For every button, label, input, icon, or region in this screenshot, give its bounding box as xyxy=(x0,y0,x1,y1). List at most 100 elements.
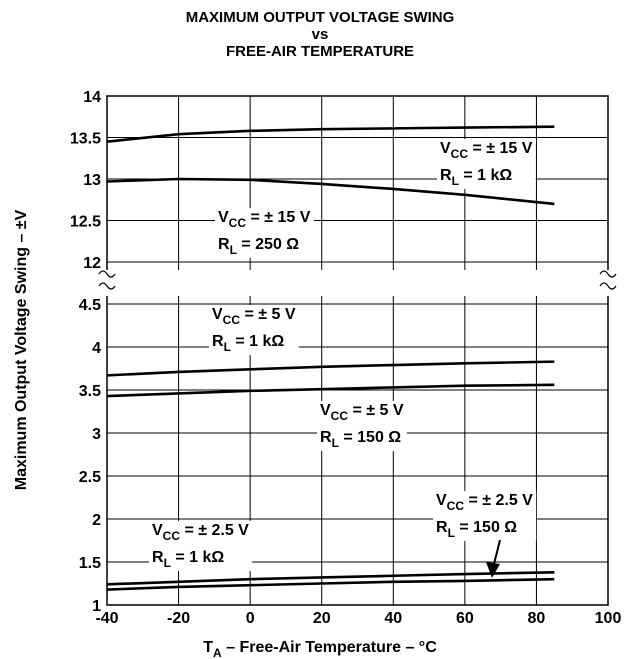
x-tick-label: 40 xyxy=(384,610,402,627)
series-label-text-main: R xyxy=(436,519,448,536)
series-label-text-sub: L xyxy=(224,340,231,354)
break-mark xyxy=(98,282,116,290)
series-label-text-main: V xyxy=(218,209,229,226)
series-label-text-rest: = ± 2.5 V xyxy=(464,492,533,509)
series-label-text: RL = 250 Ω xyxy=(218,236,299,257)
y-tick-label: 1.5 xyxy=(79,555,101,572)
series-line xyxy=(106,360,555,377)
series-label-text-main: R xyxy=(440,167,452,184)
series-label-text-sub: L xyxy=(230,243,237,257)
series-label-text-sub: CC xyxy=(223,313,241,327)
y-tick-label: 13 xyxy=(83,172,101,189)
plot-frame xyxy=(106,95,609,606)
series-label-text-rest: = ± 5 V xyxy=(348,402,404,419)
x-axis-label: TA – Free-Air Temperature – °C xyxy=(203,639,437,659)
series-label: VCC = ± 2.5 V RL = 1 kΩ xyxy=(149,521,253,571)
series-line xyxy=(106,577,555,591)
y-tick-label: 2.5 xyxy=(79,469,101,486)
series-label-text: VCC = ± 15 V xyxy=(440,140,533,161)
y-tick-label: 1 xyxy=(92,598,101,615)
series-label-text-rest: = ± 2.5 V xyxy=(180,522,249,539)
chart-title: vs xyxy=(312,26,329,43)
label-bg xyxy=(433,491,537,541)
label-bg xyxy=(437,139,536,189)
series-label-text-rest: = 1 kΩ xyxy=(459,167,512,184)
series-label-text-rest: = ± 15 V xyxy=(246,209,311,226)
x-axis-label-rest: – Free-Air Temperature – °C xyxy=(222,639,438,656)
series-label-text: VCC = ± 5 V xyxy=(212,306,296,327)
series-label-text-main: R xyxy=(152,549,164,566)
series-label-text-rest: = 1 kΩ xyxy=(231,333,284,350)
series-label: VCC = ± 5 V RL = 150 Ω xyxy=(317,401,407,451)
series-label-text-sub: L xyxy=(164,556,171,570)
y-tick-label: 14 xyxy=(83,89,101,106)
series-label-text-sub: CC xyxy=(163,529,181,543)
y-axis-label: Maximum Output Voltage Swing – ±V xyxy=(13,209,30,490)
series-label-text: RL = 1 kΩ xyxy=(440,167,512,188)
x-tick-label: 80 xyxy=(528,610,546,627)
series-label-text: RL = 1 kΩ xyxy=(212,333,284,354)
series-label-text-rest: = 150 Ω xyxy=(339,429,401,446)
series-label-text-rest: = 1 kΩ xyxy=(171,549,224,566)
x-tick-label: 20 xyxy=(313,610,331,627)
series-label-text-main: R xyxy=(218,236,230,253)
chart-title: MAXIMUM OUTPUT VOLTAGE SWING xyxy=(186,9,455,26)
series-line xyxy=(106,383,555,398)
series-label-text-main: V xyxy=(320,402,331,419)
break-mark xyxy=(599,270,617,278)
series-label-text-sub: L xyxy=(332,436,339,450)
series-label-text-main: V xyxy=(212,306,223,323)
x-tick-label: 0 xyxy=(246,610,255,627)
y-tick-label: 3 xyxy=(92,426,101,443)
break-mark xyxy=(599,282,617,290)
series-line xyxy=(106,571,555,586)
series-label-text-main: R xyxy=(212,333,224,350)
chart-title: FREE-AIR TEMPERATURE xyxy=(226,43,414,60)
series-label-text-main: R xyxy=(320,429,332,446)
series-label-text-sub: CC xyxy=(229,216,247,230)
x-tick-label: -40 xyxy=(95,610,118,627)
label-bg xyxy=(317,401,407,451)
y-tick-label: 4 xyxy=(92,340,101,357)
series-label: VCC = ± 2.5 V RL = 150 Ω xyxy=(433,491,537,541)
break-mark xyxy=(98,270,116,278)
y-tick-label: 12 xyxy=(83,255,101,272)
series-label: VCC = ± 15 V RL = 250 Ω xyxy=(215,208,314,258)
series-label-text-rest: = 150 Ω xyxy=(455,519,517,536)
series-label-text-rest: = 250 Ω xyxy=(237,236,299,253)
series-label-text-sub: CC xyxy=(331,409,349,423)
series-line xyxy=(106,125,555,143)
series-label-text-rest: = ± 15 V xyxy=(468,140,533,157)
x-axis-label-sub: A xyxy=(213,646,222,659)
y-tick-label: 3.5 xyxy=(79,383,101,400)
x-axis-label-main: T xyxy=(203,639,213,656)
series-label-text: VCC = ± 2.5 V xyxy=(152,522,249,543)
series-label-text: RL = 150 Ω xyxy=(320,429,401,450)
series-label-text: RL = 1 kΩ xyxy=(152,549,224,570)
series-label-text: VCC = ± 2.5 V xyxy=(436,492,533,513)
series-label: VCC = ± 5 V RL = 1 kΩ xyxy=(209,305,299,355)
x-tick-label: -20 xyxy=(167,610,190,627)
series-label-text-rest: = ± 5 V xyxy=(240,306,296,323)
axis-break xyxy=(101,270,614,296)
series-label-text-main: V xyxy=(440,140,451,157)
label-bg xyxy=(149,521,253,571)
series-label-text-main: V xyxy=(152,522,163,539)
y-tick-label: 2 xyxy=(92,512,101,529)
series-label-text: VCC = ± 15 V xyxy=(218,209,311,230)
series-label-text-sub: L xyxy=(448,526,455,540)
series-label-text: RL = 150 Ω xyxy=(436,519,517,540)
series-label-text-sub: CC xyxy=(451,147,469,161)
y-tick-label: 4.5 xyxy=(79,297,101,314)
y-tick-label: 12.5 xyxy=(70,214,101,231)
series-label-text-main: V xyxy=(436,492,447,509)
x-tick-label: 60 xyxy=(456,610,474,627)
label-bg xyxy=(215,208,314,258)
y-tick-label: 13.5 xyxy=(70,131,101,148)
series-line xyxy=(106,177,555,206)
label-bg xyxy=(209,305,299,355)
series-label: VCC = ± 15 V RL = 1 kΩ xyxy=(437,139,536,189)
series-label-text-sub: L xyxy=(452,174,459,188)
x-tick-label: 100 xyxy=(595,610,622,627)
series-label-text: VCC = ± 5 V xyxy=(320,402,404,423)
